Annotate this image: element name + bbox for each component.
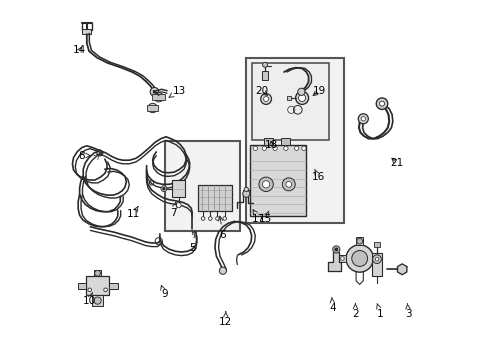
Circle shape xyxy=(215,217,219,220)
Text: 7: 7 xyxy=(169,202,177,218)
Bar xyxy=(373,242,379,247)
Bar xyxy=(280,138,289,145)
Text: 15: 15 xyxy=(258,211,271,224)
Circle shape xyxy=(258,177,273,192)
Text: 16: 16 xyxy=(311,169,324,182)
Bar xyxy=(152,94,165,100)
Circle shape xyxy=(88,288,91,292)
Polygon shape xyxy=(328,252,340,271)
Text: 14: 14 xyxy=(73,45,86,55)
Bar xyxy=(249,145,305,216)
Circle shape xyxy=(262,146,266,150)
Bar xyxy=(373,255,380,262)
Circle shape xyxy=(340,257,344,260)
Bar xyxy=(82,29,91,34)
Circle shape xyxy=(375,98,387,109)
Text: 19: 19 xyxy=(312,86,325,96)
Circle shape xyxy=(262,62,267,67)
Circle shape xyxy=(103,288,107,292)
Text: 21: 21 xyxy=(389,158,402,168)
Bar xyxy=(86,276,109,295)
Circle shape xyxy=(157,95,160,99)
Circle shape xyxy=(298,94,305,102)
Text: 4: 4 xyxy=(329,297,335,313)
Text: 9: 9 xyxy=(161,285,167,300)
Circle shape xyxy=(295,91,308,104)
Circle shape xyxy=(379,101,384,106)
Text: 10: 10 xyxy=(82,293,95,306)
Text: 11: 11 xyxy=(127,206,140,219)
Circle shape xyxy=(374,257,378,260)
Text: 18: 18 xyxy=(264,140,278,150)
Text: 13: 13 xyxy=(169,86,185,97)
Circle shape xyxy=(332,246,339,253)
Text: 1: 1 xyxy=(376,303,383,319)
Bar xyxy=(246,58,343,223)
Circle shape xyxy=(154,93,163,102)
Bar xyxy=(355,237,363,245)
Circle shape xyxy=(150,87,159,96)
Text: 12: 12 xyxy=(219,312,232,327)
Circle shape xyxy=(223,217,226,220)
Circle shape xyxy=(148,103,157,113)
Text: 20: 20 xyxy=(255,86,268,96)
Text: 8: 8 xyxy=(78,150,91,161)
Circle shape xyxy=(372,255,381,264)
Bar xyxy=(371,253,381,276)
Text: 3: 3 xyxy=(404,303,411,319)
Circle shape xyxy=(301,146,305,150)
Circle shape xyxy=(356,238,362,244)
Circle shape xyxy=(260,94,271,104)
Bar xyxy=(197,185,231,211)
Circle shape xyxy=(282,178,295,191)
Circle shape xyxy=(244,187,248,192)
Bar xyxy=(263,138,272,145)
Bar xyxy=(92,295,103,306)
Circle shape xyxy=(297,88,305,95)
Circle shape xyxy=(272,146,277,150)
Circle shape xyxy=(152,90,156,94)
Text: 5: 5 xyxy=(188,231,196,253)
Bar xyxy=(171,180,185,197)
Bar xyxy=(146,105,158,111)
Circle shape xyxy=(208,217,212,220)
Circle shape xyxy=(201,217,204,220)
Bar xyxy=(78,283,86,289)
Bar xyxy=(94,270,101,276)
Circle shape xyxy=(262,181,269,188)
Polygon shape xyxy=(397,264,406,275)
Circle shape xyxy=(374,257,378,261)
Circle shape xyxy=(351,251,367,266)
Bar xyxy=(251,63,328,140)
Circle shape xyxy=(253,146,257,150)
Circle shape xyxy=(285,181,291,187)
Circle shape xyxy=(361,117,365,121)
Circle shape xyxy=(95,270,101,276)
Circle shape xyxy=(219,267,226,274)
Circle shape xyxy=(334,248,337,251)
Circle shape xyxy=(242,190,249,197)
Circle shape xyxy=(176,203,181,208)
Circle shape xyxy=(263,96,268,102)
Bar xyxy=(164,141,240,231)
Bar xyxy=(261,71,268,80)
Circle shape xyxy=(358,114,367,124)
Bar xyxy=(286,96,291,100)
Circle shape xyxy=(346,245,373,272)
Circle shape xyxy=(294,146,298,150)
Circle shape xyxy=(283,146,287,150)
Text: 2: 2 xyxy=(351,303,358,319)
Bar xyxy=(338,255,346,262)
Bar xyxy=(109,283,118,289)
Text: 17: 17 xyxy=(252,210,265,224)
Circle shape xyxy=(161,186,166,192)
Circle shape xyxy=(94,297,101,304)
Circle shape xyxy=(163,188,164,190)
Text: 6: 6 xyxy=(218,216,226,240)
